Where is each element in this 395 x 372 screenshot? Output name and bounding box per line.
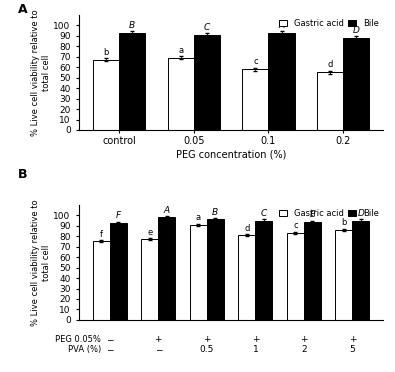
Text: C: C xyxy=(204,23,210,32)
Text: B: B xyxy=(212,208,218,217)
Text: 2: 2 xyxy=(301,345,307,354)
Text: A: A xyxy=(18,3,28,16)
Text: c: c xyxy=(253,57,258,66)
Bar xyxy=(304,222,321,320)
Bar xyxy=(255,221,272,320)
Text: PVA (%): PVA (%) xyxy=(68,345,101,354)
Bar xyxy=(335,230,352,320)
Text: A: A xyxy=(278,20,284,29)
Text: A: A xyxy=(164,206,170,215)
Y-axis label: % Live cell viability relative to
total cell: % Live cell viability relative to total … xyxy=(30,9,51,136)
Text: C: C xyxy=(261,209,267,218)
Bar xyxy=(317,73,343,130)
Bar xyxy=(119,33,145,130)
Text: +: + xyxy=(252,335,259,344)
Text: e: e xyxy=(147,228,152,237)
Text: d: d xyxy=(327,60,333,69)
Text: +: + xyxy=(300,335,308,344)
Text: +: + xyxy=(154,335,162,344)
Bar xyxy=(93,60,119,130)
Text: −: − xyxy=(106,345,113,354)
Bar xyxy=(167,58,194,130)
Text: D: D xyxy=(357,209,364,218)
Bar xyxy=(287,233,304,320)
Bar xyxy=(238,235,255,320)
Text: 0.5: 0.5 xyxy=(199,345,214,354)
Bar xyxy=(207,219,224,320)
Text: a: a xyxy=(196,213,201,222)
Text: a: a xyxy=(178,46,183,55)
Text: 5: 5 xyxy=(350,345,355,354)
Text: −: − xyxy=(154,345,162,354)
Text: −: − xyxy=(106,335,113,344)
Bar xyxy=(194,35,220,130)
Text: D: D xyxy=(353,26,360,35)
Text: d: d xyxy=(244,224,250,232)
Text: b: b xyxy=(341,218,346,227)
Legend: Gastric acid, Bile: Gastric acid, Bile xyxy=(276,206,382,221)
Bar xyxy=(141,239,158,320)
Text: +: + xyxy=(203,335,211,344)
Text: F: F xyxy=(116,211,121,220)
Bar xyxy=(158,217,175,320)
Text: E: E xyxy=(309,210,315,219)
Bar xyxy=(190,225,207,320)
Text: +: + xyxy=(349,335,356,344)
Text: f: f xyxy=(100,230,103,239)
Bar xyxy=(242,69,269,130)
X-axis label: PEG concentration (%): PEG concentration (%) xyxy=(176,149,286,159)
Text: B: B xyxy=(129,20,135,29)
Bar xyxy=(110,222,127,320)
Bar xyxy=(269,33,295,130)
Bar xyxy=(93,241,110,320)
Text: B: B xyxy=(18,168,28,181)
Y-axis label: % Live cell viability relative to
total cell: % Live cell viability relative to total … xyxy=(30,199,51,326)
Bar xyxy=(343,38,369,130)
Bar xyxy=(352,221,369,320)
Text: c: c xyxy=(293,221,298,230)
Legend: Gastric acid, Bile: Gastric acid, Bile xyxy=(276,16,382,31)
Text: 1: 1 xyxy=(252,345,258,354)
Text: b: b xyxy=(103,48,109,57)
Text: PEG 0.05%: PEG 0.05% xyxy=(55,335,101,344)
